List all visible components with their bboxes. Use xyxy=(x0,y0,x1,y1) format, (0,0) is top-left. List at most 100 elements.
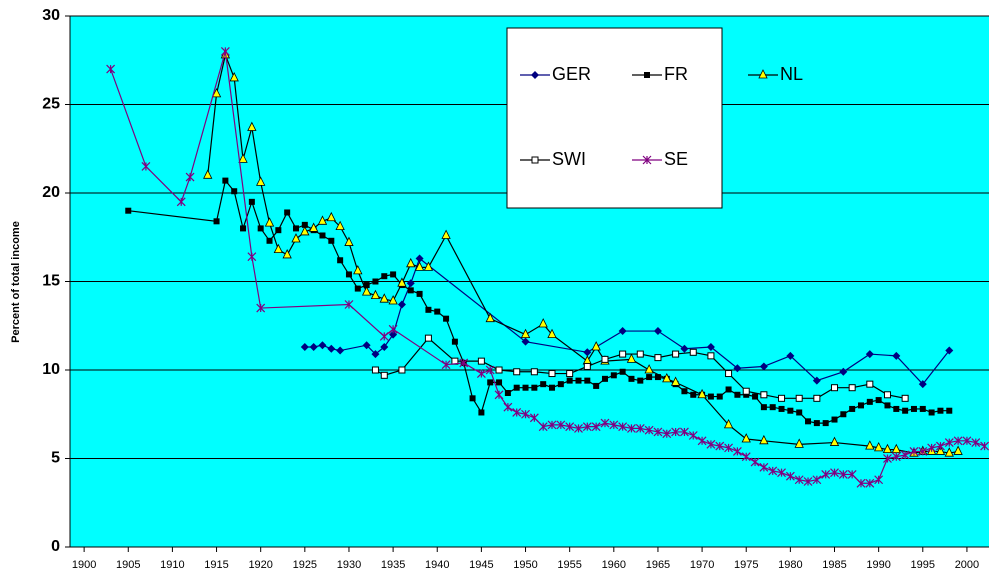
marker xyxy=(831,384,839,392)
marker xyxy=(635,423,645,433)
marker xyxy=(927,443,937,453)
marker xyxy=(318,341,327,350)
marker xyxy=(935,445,946,455)
marker xyxy=(795,394,803,402)
marker xyxy=(451,338,458,345)
marker xyxy=(434,308,441,315)
marker xyxy=(883,454,892,463)
marker xyxy=(583,348,592,357)
marker xyxy=(584,377,591,384)
marker xyxy=(688,431,698,440)
marker xyxy=(406,279,415,288)
marker xyxy=(319,232,326,239)
marker xyxy=(522,384,529,391)
marker xyxy=(513,368,521,376)
marker xyxy=(803,477,813,486)
marker xyxy=(248,198,255,205)
marker xyxy=(902,407,909,414)
marker xyxy=(344,300,354,309)
marker xyxy=(768,466,778,476)
marker xyxy=(476,369,486,378)
legend-box xyxy=(506,27,723,209)
y-tick-label: 5 xyxy=(51,450,60,467)
marker xyxy=(945,346,954,355)
marker xyxy=(397,277,407,287)
x-tick-label: 1960 xyxy=(602,559,626,571)
marker xyxy=(725,370,733,378)
marker xyxy=(919,405,926,412)
marker xyxy=(547,420,557,430)
marker xyxy=(247,121,257,131)
x-tick-label: 1915 xyxy=(204,559,228,571)
marker xyxy=(275,227,282,234)
marker xyxy=(574,423,583,433)
marker xyxy=(371,350,380,359)
x-tick-label: 1985 xyxy=(822,559,846,571)
marker xyxy=(372,278,379,285)
marker xyxy=(716,393,723,400)
marker xyxy=(388,324,398,334)
marker xyxy=(264,217,275,227)
marker xyxy=(106,64,116,74)
marker xyxy=(672,350,680,358)
marker xyxy=(778,405,785,412)
marker xyxy=(363,282,370,289)
x-tick-label: 1900 xyxy=(72,559,96,571)
marker xyxy=(822,420,829,427)
marker xyxy=(504,390,511,397)
marker xyxy=(441,360,451,370)
marker xyxy=(529,413,539,423)
marker xyxy=(734,391,741,398)
marker xyxy=(300,226,310,236)
marker xyxy=(865,440,875,450)
marker xyxy=(723,418,734,429)
marker xyxy=(759,462,769,472)
marker xyxy=(680,427,689,437)
marker xyxy=(477,357,485,365)
marker xyxy=(671,427,681,437)
marker xyxy=(901,394,909,402)
marker xyxy=(680,344,689,353)
marker xyxy=(812,376,821,385)
marker xyxy=(292,225,299,232)
marker xyxy=(662,429,672,439)
marker xyxy=(785,471,795,481)
marker xyxy=(487,379,494,386)
x-tick-label: 1990 xyxy=(866,559,890,571)
marker xyxy=(619,368,626,375)
marker xyxy=(344,236,354,246)
marker xyxy=(865,350,874,359)
marker xyxy=(732,446,742,456)
marker xyxy=(548,370,556,378)
marker xyxy=(538,422,548,432)
marker xyxy=(256,176,266,186)
marker xyxy=(141,162,151,171)
marker xyxy=(176,197,186,207)
marker xyxy=(697,388,707,399)
marker xyxy=(796,409,803,416)
marker xyxy=(928,409,935,416)
marker xyxy=(838,470,848,479)
x-tick-label: 1910 xyxy=(160,559,184,571)
marker xyxy=(531,71,539,79)
marker xyxy=(256,303,266,313)
marker xyxy=(591,341,601,351)
marker xyxy=(715,441,725,451)
marker xyxy=(758,69,768,79)
marker xyxy=(441,229,451,239)
y-tick-label: 30 xyxy=(42,7,60,24)
marker xyxy=(742,387,750,395)
x-tick-label: 1935 xyxy=(381,559,405,571)
marker xyxy=(345,271,352,278)
legend-label: NL xyxy=(780,64,803,84)
marker xyxy=(653,327,662,336)
marker xyxy=(229,72,239,82)
marker xyxy=(937,407,944,414)
marker xyxy=(354,285,361,292)
x-tick-label: 2000 xyxy=(955,559,979,571)
marker xyxy=(222,177,229,184)
marker xyxy=(494,390,504,400)
marker xyxy=(891,443,901,454)
x-tick-label: 1980 xyxy=(778,559,802,571)
